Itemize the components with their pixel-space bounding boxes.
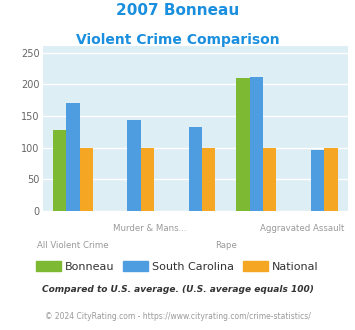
Text: Aggravated Assault: Aggravated Assault	[260, 224, 344, 233]
Text: Violent Crime Comparison: Violent Crime Comparison	[76, 33, 279, 47]
Bar	[311, 149, 324, 211]
Bar	[189, 127, 202, 211]
Bar	[127, 120, 141, 211]
Bar	[263, 148, 277, 211]
Text: Compared to U.S. average. (U.S. average equals 100): Compared to U.S. average. (U.S. average …	[42, 285, 313, 294]
Bar	[66, 103, 80, 211]
Text: All Violent Crime: All Violent Crime	[37, 241, 109, 250]
Bar	[53, 130, 66, 211]
Text: Murder & Mans...: Murder & Mans...	[113, 224, 186, 233]
Text: © 2024 CityRating.com - https://www.cityrating.com/crime-statistics/: © 2024 CityRating.com - https://www.city…	[45, 312, 310, 321]
Bar	[250, 77, 263, 211]
Bar	[236, 78, 250, 211]
Bar	[141, 148, 154, 211]
Text: 2007 Bonneau: 2007 Bonneau	[116, 3, 239, 18]
Legend: Bonneau, South Carolina, National: Bonneau, South Carolina, National	[32, 256, 323, 276]
Bar	[202, 148, 215, 211]
Text: Rape: Rape	[215, 241, 237, 250]
Bar	[324, 148, 338, 211]
Bar	[80, 148, 93, 211]
